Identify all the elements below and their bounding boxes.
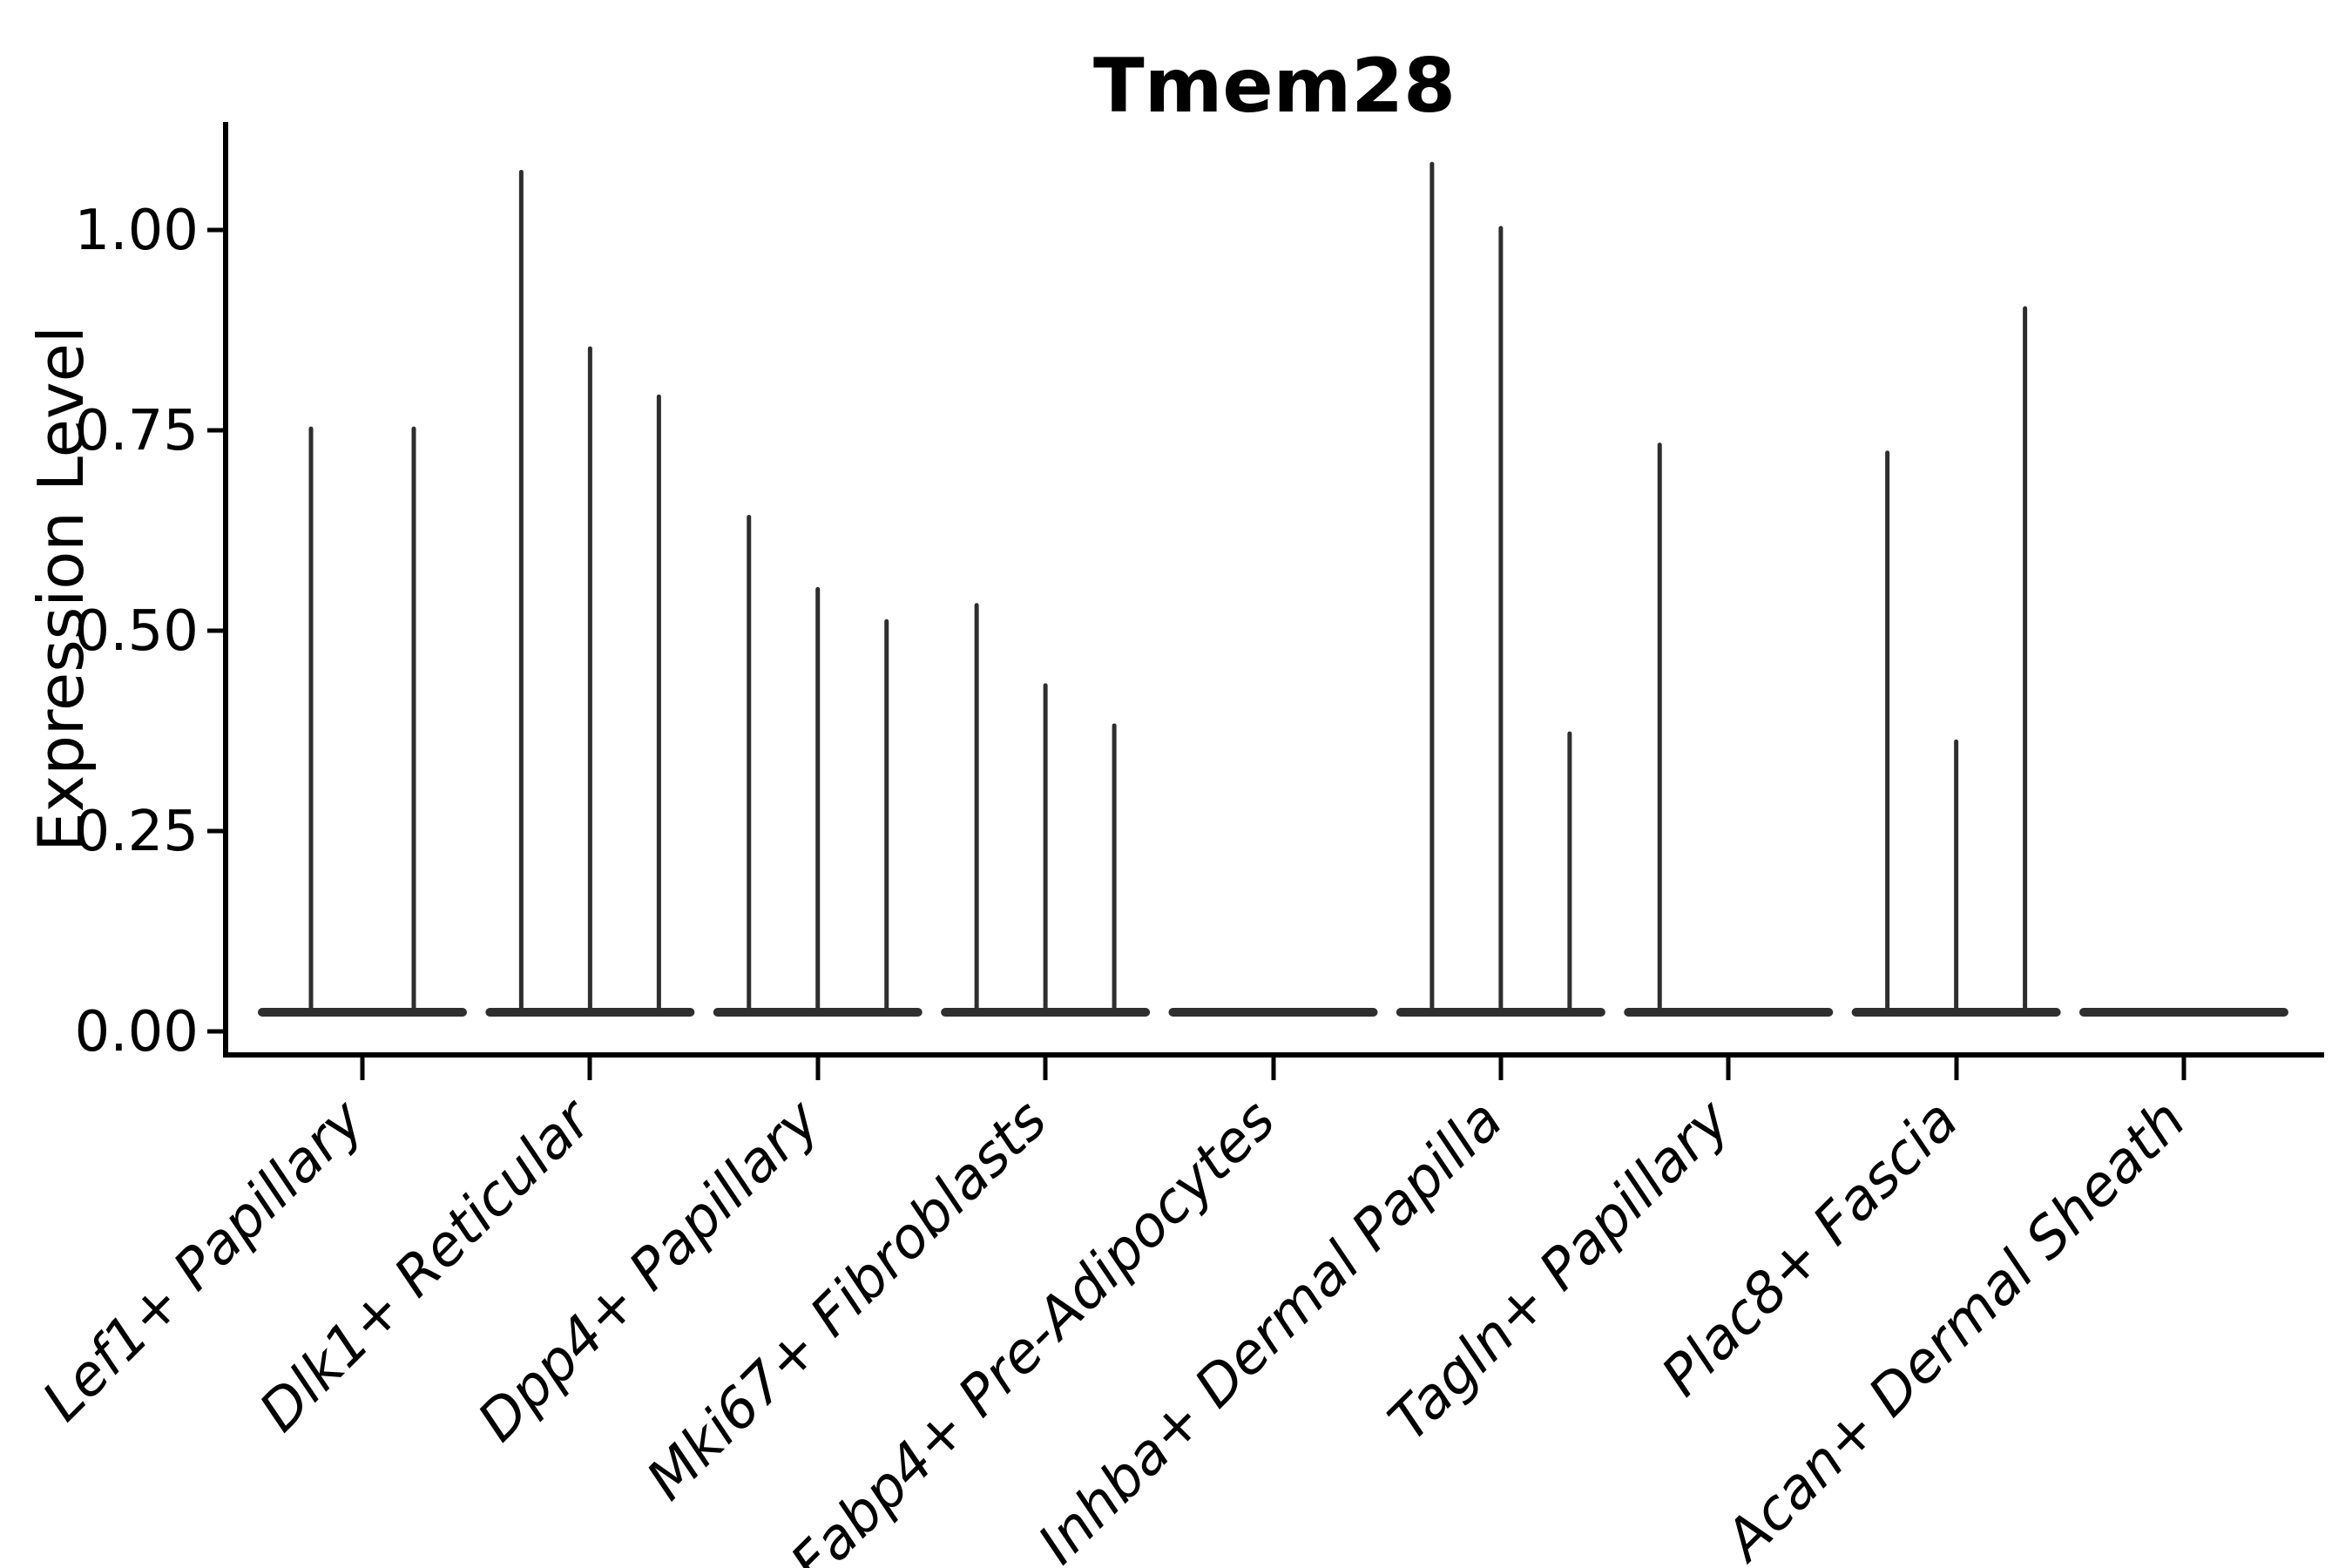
y-tick-labels: 0.00 0.25 0.50 0.75 1.00 — [75, 199, 199, 1064]
y-tick-0.75 — [207, 428, 223, 433]
violin-spike — [518, 169, 524, 1015]
y-tick-0.25 — [207, 828, 223, 834]
violin-group — [941, 603, 1151, 1017]
y-tick-label-1.00: 1.00 — [75, 199, 199, 263]
y-tick-1.00 — [207, 227, 223, 233]
violin-spike — [747, 514, 752, 1015]
x-tick-8 — [1954, 1058, 1959, 1080]
x-tick-6 — [1498, 1058, 1504, 1080]
x-tick-label-acan-dermal-sheath: Acan+ Dermal Sheath — [1711, 1088, 2198, 1568]
y-tick-label-0.00: 0.00 — [75, 1000, 199, 1064]
y-axis-label: Expression Level — [24, 326, 98, 852]
x-tick-label-mki67-fibroblasts: Mki67+ Fibroblasts — [635, 1088, 1060, 1513]
x-tick-2 — [587, 1058, 592, 1080]
violin-spike — [1429, 161, 1435, 1016]
violin-group — [713, 514, 923, 1017]
x-tick-4 — [1043, 1058, 1048, 1080]
violin-spike — [1112, 723, 1117, 1015]
violin-baseline — [2079, 1008, 2288, 1017]
x-tick-label-inhba-dermal-papilla: Inhba+ Dermal Papilla — [1026, 1088, 1515, 1568]
violin-spike — [1885, 450, 1890, 1015]
violin-group — [1168, 1008, 1378, 1017]
x-tick-3 — [815, 1058, 821, 1080]
y-tick-label-0.50: 0.50 — [75, 599, 199, 664]
x-tick-1 — [360, 1058, 365, 1080]
violin-spike — [1043, 683, 1048, 1015]
x-tick-9 — [2181, 1058, 2186, 1080]
violin-baseline — [1624, 1008, 1834, 1017]
violin-series — [258, 161, 2288, 1017]
violin-group — [1851, 306, 2061, 1017]
violin-group — [2079, 1008, 2288, 1017]
violin-spike — [884, 618, 889, 1015]
violin-group — [258, 426, 467, 1017]
violin-spike — [587, 346, 592, 1015]
x-tick-5 — [1271, 1058, 1276, 1080]
y-tick-label-0.25: 0.25 — [75, 800, 199, 864]
violin-group — [1624, 443, 1834, 1017]
violin-baseline — [258, 1008, 467, 1017]
violin-baseline — [1168, 1008, 1378, 1017]
violin-spike — [308, 426, 314, 1015]
violin-group — [1396, 161, 1605, 1017]
violin-spike — [1498, 226, 1504, 1015]
y-tick-label-0.75: 0.75 — [75, 399, 199, 463]
violin-spike — [1954, 739, 1959, 1015]
violin-group — [485, 169, 695, 1017]
y-tick-marks — [207, 227, 223, 1034]
bottom-axis-spine — [223, 1052, 2324, 1058]
violin-spike — [2023, 306, 2028, 1015]
x-tick-marks — [360, 1058, 2186, 1080]
violin-spike — [815, 586, 821, 1015]
violin-spike — [974, 603, 979, 1015]
violin-spike — [656, 394, 661, 1016]
violin-spike — [411, 426, 416, 1015]
y-tick-0.00 — [207, 1029, 223, 1034]
chart-title: Tmem28 — [1093, 43, 1456, 130]
violin-spike — [1567, 731, 1572, 1015]
y-tick-0.50 — [207, 628, 223, 633]
left-axis-spine — [223, 122, 228, 1058]
x-tick-7 — [1726, 1058, 1731, 1080]
x-tick-labels: Lef1+ Papillary Dlk1+ Reticular Dpp4+ Pa… — [30, 1085, 2198, 1568]
violin-spike — [1657, 443, 1662, 1016]
